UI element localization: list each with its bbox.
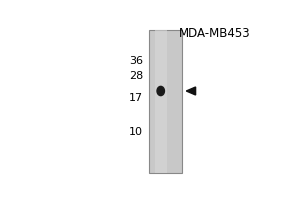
- Polygon shape: [186, 87, 196, 95]
- Bar: [155, 30, 167, 173]
- Text: MDA-MB453: MDA-MB453: [178, 27, 250, 40]
- Text: 17: 17: [129, 93, 143, 103]
- Ellipse shape: [157, 86, 164, 96]
- Text: 28: 28: [129, 71, 143, 81]
- Text: 36: 36: [129, 56, 143, 66]
- Text: 10: 10: [129, 127, 143, 137]
- Bar: [149, 30, 182, 173]
